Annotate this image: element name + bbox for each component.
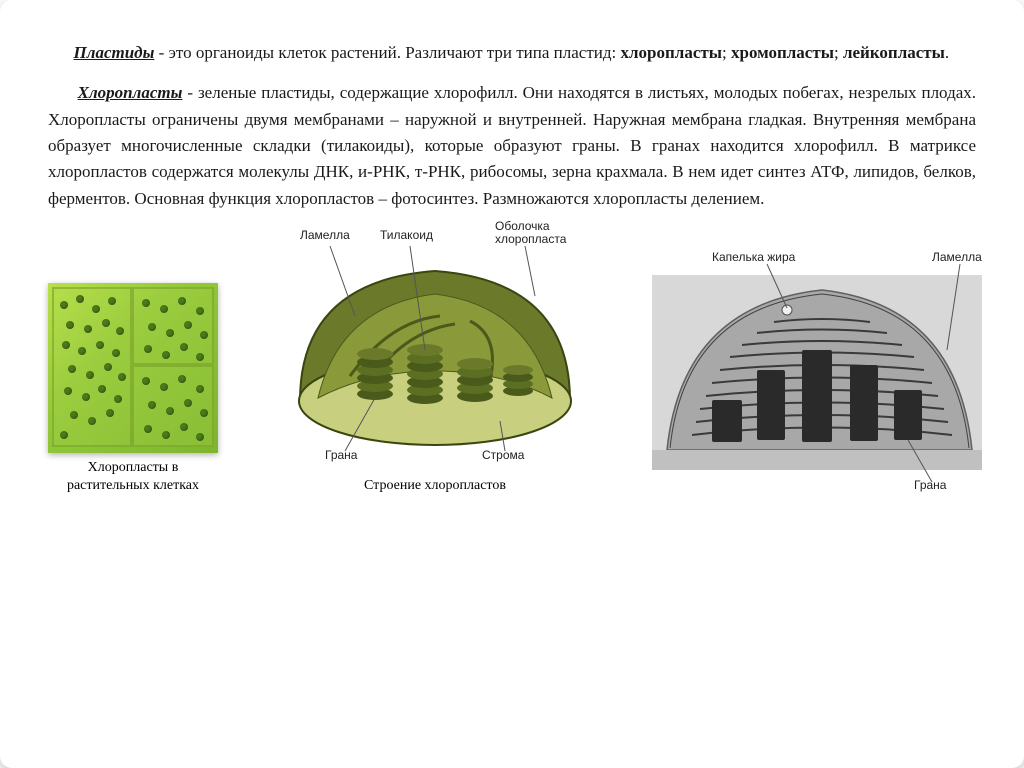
chloroplast-diagram: Ламелла Тилакоид Оболочка хлоропласта Гр… [240,226,630,471]
label-grana: Грана [325,448,357,462]
figure-micrograph: Хлоропласты в растительных клетках [48,283,218,495]
paragraph-chloroplasts: Хлоропласты - зеленые пластиды, содержащ… [48,80,976,212]
em-image: Капелька жира Ламелла Грана [652,250,982,495]
p1-text: - это органоиды клеток растений. Различа… [154,43,620,62]
grana-stack-4 [503,365,533,396]
figure-em: Капелька жира Ламелла Грана [652,250,982,495]
figures-row: Хлоропласты в растительных клетках [48,226,976,495]
p1-b2: хромопласты [731,43,834,62]
paragraph-plastids: Пластиды - это органоиды клеток растений… [48,40,976,66]
label-envelope: Оболочка хлоропласта [495,220,566,246]
grana-stack-3 [457,358,493,402]
p2-text: - зеленые пластиды, содержащие хлорофилл… [48,83,976,207]
grana-stack-2 [407,344,443,404]
label-lamella: Ламелла [300,228,350,242]
term-chloroplasts: Хлоропласты [78,83,183,102]
label-thylakoid: Тилакоид [380,228,433,242]
em-svg [652,250,982,495]
diagram-svg [240,226,630,471]
slide: Пластиды - это органоиды клеток растений… [0,0,1024,768]
term-plastids: Пластиды [74,43,155,62]
label-fat-drop: Капелька жира [712,250,795,264]
p1-b3: лейкопласты [843,43,945,62]
grana-stack-1 [357,348,393,400]
caption-micrograph: Хлоропласты в растительных клетках [67,459,199,495]
label-lamella-2: Ламелла [932,250,982,264]
micrograph-image [48,283,218,453]
caption-diagram: Строение хлоропластов [364,477,506,495]
p1-b1: хлоропласты [621,43,723,62]
label-stroma: Строма [482,448,524,462]
figure-diagram: Ламелла Тилакоид Оболочка хлоропласта Гр… [240,226,630,495]
label-grana-2: Грана [914,478,946,492]
